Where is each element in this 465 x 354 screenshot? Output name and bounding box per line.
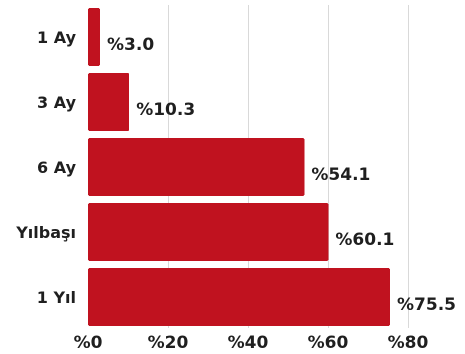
x-tick-label-80: %80: [388, 333, 429, 353]
bar-3: [88, 203, 329, 261]
value-labels: %3.0 %10.3 %54.1 %60.1 %75.5: [107, 35, 456, 315]
x-tick-label-0: %0: [74, 333, 103, 353]
value-label-3: %60.1: [335, 230, 394, 250]
bar-1: [88, 73, 130, 131]
category-label-0: 1 Ay: [37, 28, 77, 47]
x-tick-label-60: %60: [308, 333, 349, 353]
category-label-4: 1 Yıl: [37, 288, 76, 307]
bars: [88, 8, 390, 326]
x-tick-label-20: %20: [148, 333, 189, 353]
value-label-4: %75.5: [397, 295, 456, 315]
bar-4: [88, 268, 390, 326]
category-label-2: 6 Ay: [37, 158, 77, 177]
category-label-1: 3 Ay: [37, 93, 77, 112]
bar-2: [88, 138, 305, 196]
category-labels: 1 Ay 3 Ay 6 Ay Yılbaşı 1 Yıl: [15, 28, 76, 307]
value-label-0: %3.0: [107, 35, 154, 55]
value-label-2: %54.1: [311, 165, 370, 185]
bar-0: [88, 8, 100, 66]
x-tick-label-40: %40: [228, 333, 269, 353]
category-label-3: Yılbaşı: [15, 223, 76, 242]
x-axis-tick-labels: %0 %20 %40 %60 %80: [74, 333, 429, 353]
value-label-1: %10.3: [136, 100, 195, 120]
